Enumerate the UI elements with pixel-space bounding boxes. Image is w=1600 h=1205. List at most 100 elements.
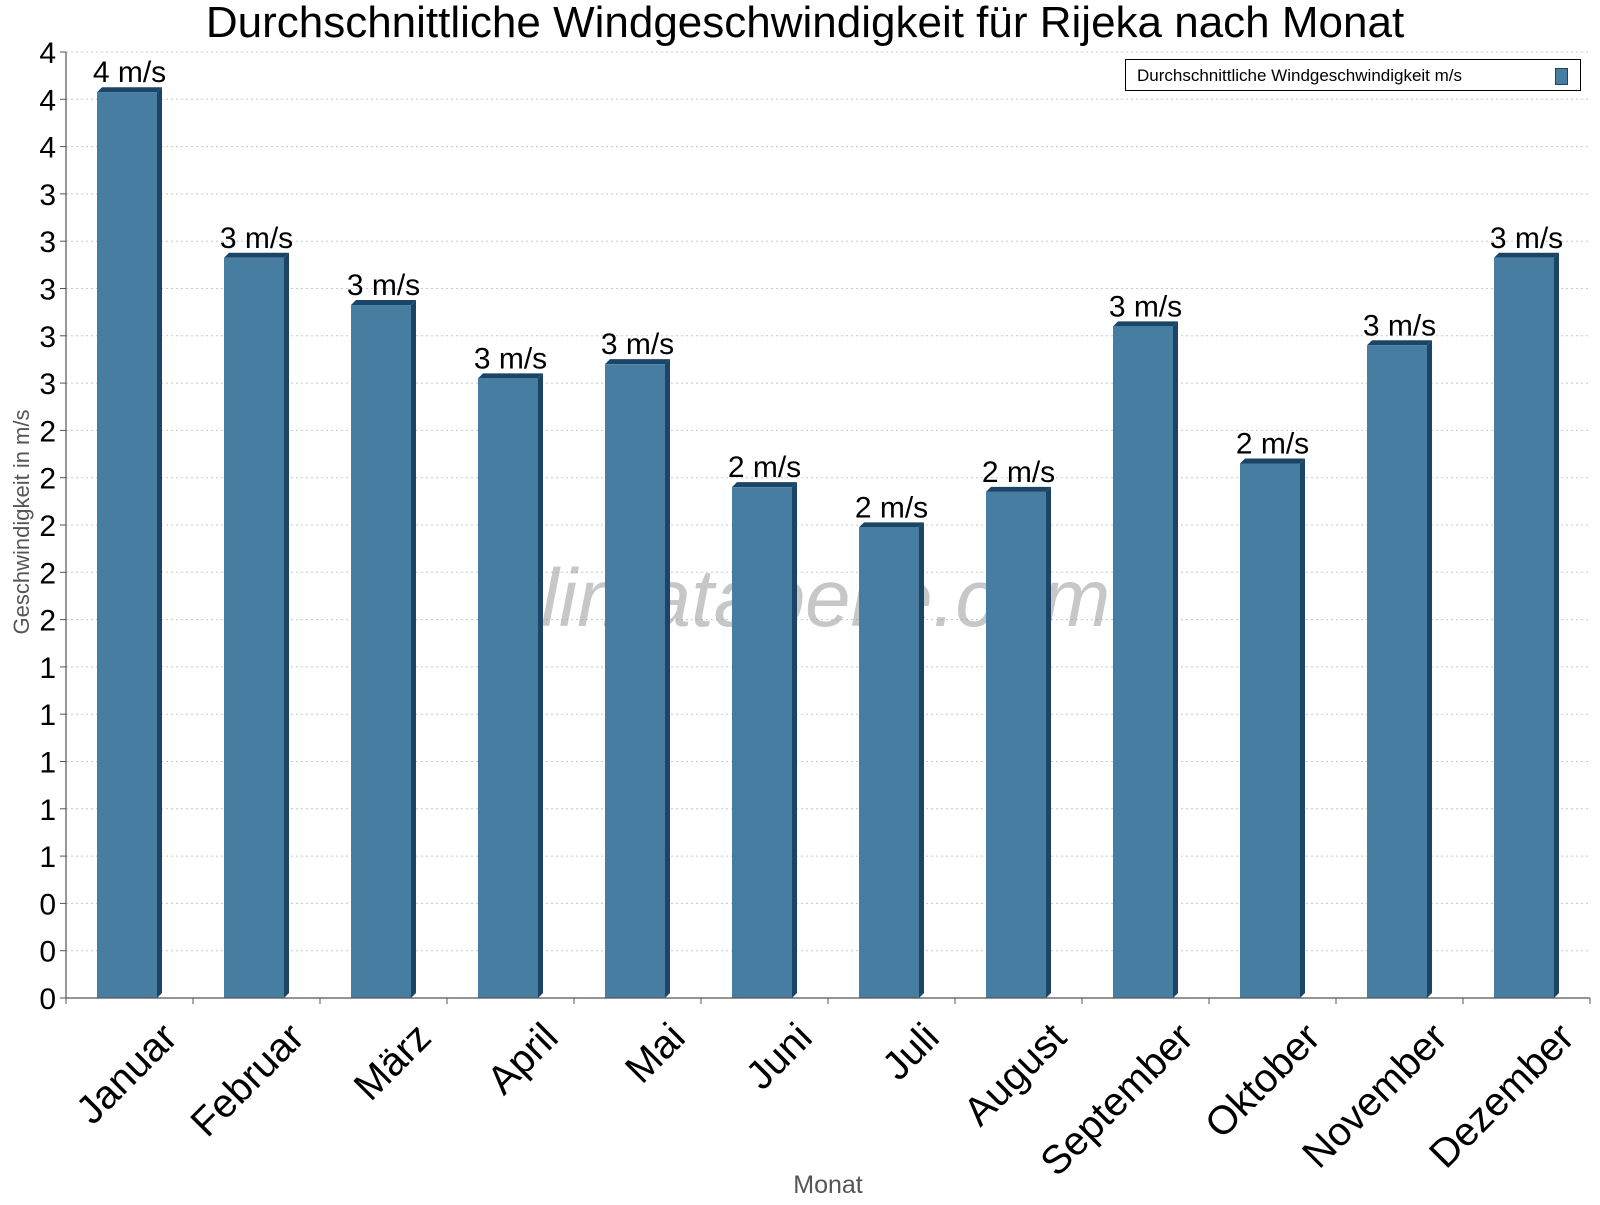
y-tick-label: 0 <box>39 936 56 969</box>
bar-side-face <box>1427 340 1432 998</box>
bar-front-face <box>605 364 665 998</box>
data-label: 3 m/s <box>1490 222 1563 255</box>
y-tick-label: 3 <box>39 368 56 401</box>
bars <box>97 87 1559 999</box>
bar-februar <box>224 252 289 998</box>
y-tick-label: 1 <box>39 652 56 685</box>
legend-swatch <box>1555 68 1568 85</box>
bar-januar <box>97 87 162 998</box>
bar-juli <box>859 522 924 998</box>
bar-top-face <box>478 373 543 379</box>
y-tick-label: 4 <box>39 37 56 70</box>
bar-side-face <box>1554 252 1559 998</box>
bar-märz <box>351 300 416 998</box>
y-tick-label: 1 <box>39 794 56 827</box>
y-tick-label: 2 <box>39 510 56 543</box>
y-tick-label: 4 <box>39 132 56 165</box>
bar-top-face <box>351 300 416 306</box>
bar-front-face <box>732 487 792 998</box>
bar-side-face <box>1173 321 1178 999</box>
x-tick-label: Oktober <box>1197 1015 1329 1147</box>
bar-top-face <box>97 87 162 93</box>
x-axis-title: Monat <box>793 1171 863 1199</box>
bar-oktober <box>1240 458 1305 998</box>
data-label: 4 m/s <box>93 56 166 89</box>
bar-side-face <box>919 522 924 998</box>
data-label: 2 m/s <box>1236 428 1309 461</box>
bar-april <box>478 373 543 998</box>
data-label: 3 m/s <box>474 342 547 375</box>
bar-side-face <box>792 482 797 998</box>
bar-front-face <box>224 257 284 998</box>
y-tick-label: 2 <box>39 605 56 638</box>
bar-front-face <box>1240 463 1300 998</box>
bar-top-face <box>986 486 1051 492</box>
bar-side-face <box>665 359 670 998</box>
y-tick-label: 1 <box>39 747 56 780</box>
y-tick-label: 3 <box>39 179 56 212</box>
x-tick-label: Mai <box>617 1015 694 1092</box>
bar-side-face <box>1300 458 1305 998</box>
axes <box>60 51 1591 1004</box>
legend: Durchschnittliche Windgeschwindigkeit m/… <box>1125 59 1581 91</box>
x-tick-label: Juli <box>874 1015 948 1089</box>
bar-side-face <box>411 300 416 998</box>
data-label: 2 m/s <box>982 456 1055 489</box>
bar-top-face <box>1240 458 1305 464</box>
y-tick-labels: 0 0 0 1 1 1 1 1 2 2 2 2 2 3 3 3 3 3 4 4 4 <box>39 37 56 1016</box>
data-label: 3 m/s <box>220 222 293 255</box>
bar-november <box>1367 340 1432 998</box>
bar-top-face <box>605 359 670 365</box>
y-tick-label: 0 <box>39 983 56 1016</box>
bar-side-face <box>538 373 543 998</box>
data-label: 3 m/s <box>347 269 420 302</box>
bar-side-face <box>1046 486 1051 998</box>
data-label: 2 m/s <box>728 451 801 484</box>
data-label: 3 m/s <box>601 328 674 361</box>
bar-front-face <box>478 378 538 998</box>
x-tick-label: Juni <box>738 1015 821 1098</box>
y-tick-label: 2 <box>39 463 56 496</box>
x-tick-label: August <box>955 1015 1074 1134</box>
y-tick-label: 2 <box>39 557 56 590</box>
x-tick-label: April <box>479 1015 567 1103</box>
bar-front-face <box>859 527 919 998</box>
data-label: 3 m/s <box>1363 309 1436 342</box>
bar-front-face <box>1113 326 1173 999</box>
y-tick-label: 2 <box>39 415 56 448</box>
data-label: 3 m/s <box>1109 290 1182 323</box>
y-tick-label: 3 <box>39 321 56 354</box>
bar-front-face <box>97 92 157 998</box>
y-tick-label: 3 <box>39 274 56 307</box>
y-tick-label: 1 <box>39 841 56 874</box>
bar-top-face <box>732 482 797 488</box>
x-tick-label: März <box>346 1015 440 1109</box>
bar-top-face <box>859 522 924 528</box>
bar-september <box>1113 321 1178 999</box>
y-tick-label: 3 <box>39 226 56 259</box>
x-tick-label: Februar <box>183 1015 313 1145</box>
chart-title: Durchschnittliche Windgeschwindigkeit fü… <box>206 0 1404 47</box>
bar-top-face <box>1113 321 1178 327</box>
bar-top-face <box>224 252 289 258</box>
y-axis-title: Geschwindigkeit in m/s <box>9 410 34 635</box>
bar-front-face <box>1367 345 1427 998</box>
bar-side-face <box>157 87 162 998</box>
y-tick-label: 0 <box>39 888 56 921</box>
bar-dezember <box>1494 252 1559 998</box>
bar-top-face <box>1367 340 1432 346</box>
data-labels: 4 m/s 3 m/s 3 m/s 3 m/s 3 m/s 2 m/s 2 m/s 2 m/s… <box>93 56 1563 524</box>
bar-juni <box>732 482 797 998</box>
y-tick-label: 4 <box>39 84 56 117</box>
bar-side-face <box>284 252 289 998</box>
x-tick-label: Januar <box>68 1015 186 1133</box>
bar-front-face <box>351 305 411 998</box>
y-tick-label: 1 <box>39 699 56 732</box>
data-label: 2 m/s <box>855 491 928 524</box>
bar-top-face <box>1494 252 1559 258</box>
grid-lines <box>66 51 1590 952</box>
legend-label: Durchschnittliche Windgeschwindigkeit m/… <box>1137 66 1463 85</box>
